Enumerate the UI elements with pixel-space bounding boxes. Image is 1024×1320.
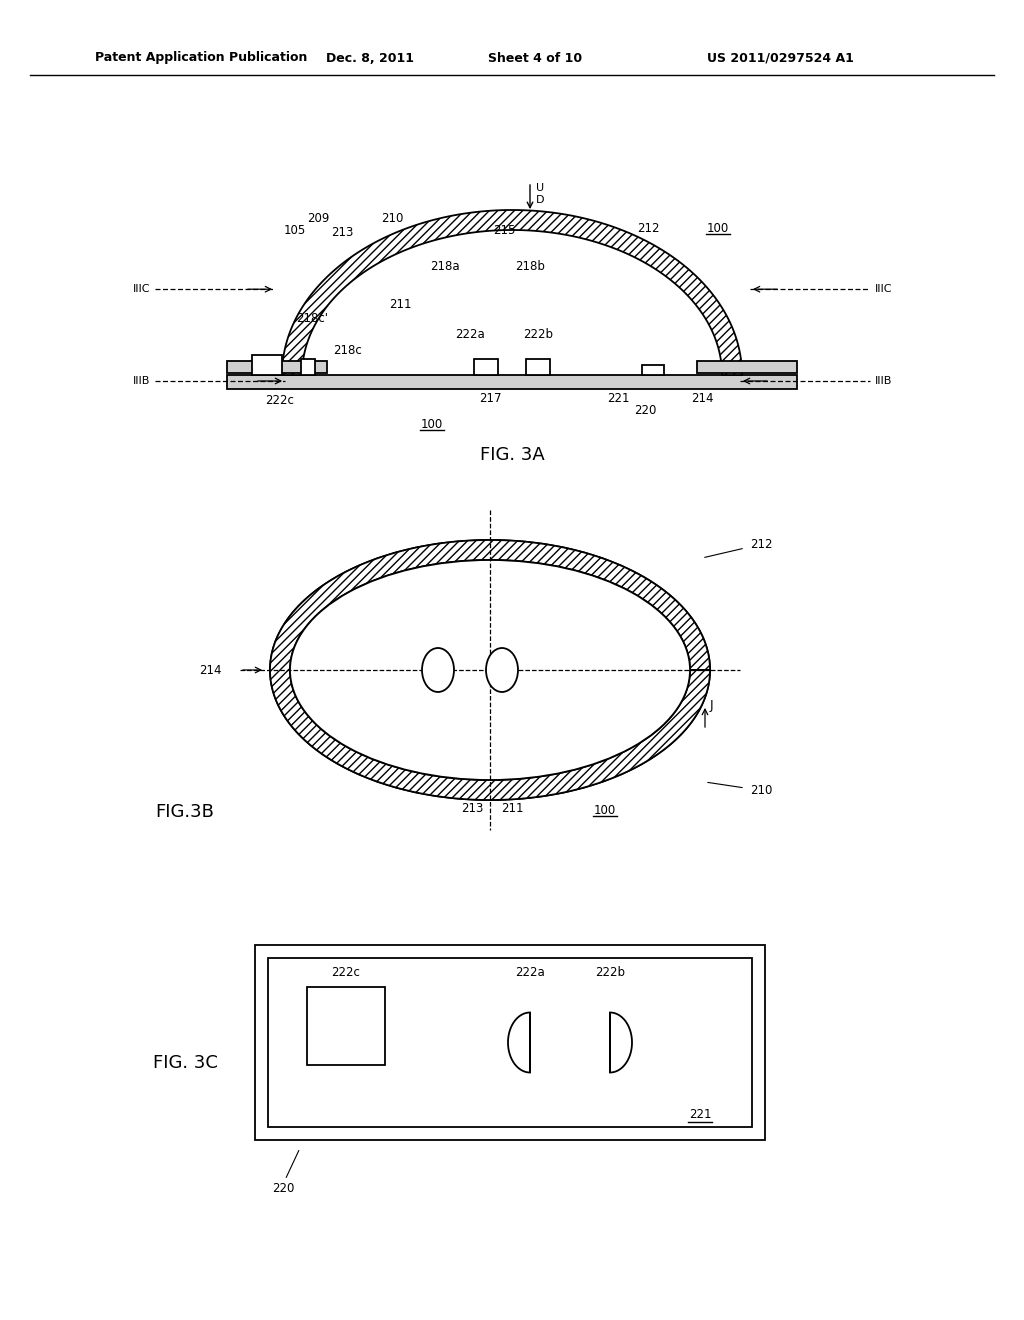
Text: U: U [536,183,544,193]
Text: 218b: 218b [515,260,545,273]
Text: D: D [536,195,545,205]
Bar [642,366,664,375]
Bar [526,359,550,375]
Ellipse shape [486,648,518,692]
Text: 222a: 222a [515,966,545,979]
Bar [268,958,752,1127]
Text: Dec. 8, 2011: Dec. 8, 2011 [326,51,414,65]
Text: 100: 100 [421,418,443,432]
Text: 218c': 218c' [296,312,328,325]
Text: 214: 214 [691,392,714,404]
Text: 221: 221 [607,392,630,404]
Text: 210: 210 [750,784,772,796]
Text: 222a: 222a [455,329,485,342]
Text: 215: 215 [493,223,515,236]
Text: 213: 213 [461,801,483,814]
Text: 215: 215 [505,652,527,664]
Text: N: N [498,718,507,731]
Text: FIG. 3A: FIG. 3A [479,446,545,465]
Text: 105: 105 [284,223,306,236]
Text: 217: 217 [479,392,502,404]
Polygon shape [282,210,742,375]
Text: 210: 210 [381,211,403,224]
Bar [227,375,797,389]
Bar [252,355,282,375]
Polygon shape [508,1012,530,1072]
Bar [474,359,498,375]
Text: 221: 221 [689,1109,712,1122]
Text: IIIB: IIIB [133,376,150,385]
Bar [697,360,797,374]
Polygon shape [270,540,710,800]
Text: 209: 209 [307,211,329,224]
Ellipse shape [270,540,710,800]
Text: Sheet 4 of 10: Sheet 4 of 10 [488,51,582,65]
Text: 212: 212 [750,539,772,552]
Bar [301,359,315,375]
Text: 220: 220 [271,1181,294,1195]
Text: FIG.3B: FIG.3B [156,803,214,821]
Text: 218c: 218c [334,343,362,356]
Text: IIIC: IIIC [132,284,150,294]
Text: IIIB: IIIB [874,376,892,385]
Text: 100: 100 [594,804,616,817]
Text: 100: 100 [707,222,729,235]
Text: 222c: 222c [332,966,360,979]
Bar [227,360,327,374]
Text: 212: 212 [637,222,659,235]
Text: 218a: 218a [387,635,417,648]
Text: 211: 211 [501,801,523,814]
Text: 218b: 218b [537,635,567,648]
Text: 211: 211 [389,298,412,312]
Text: US 2011/0297524 A1: US 2011/0297524 A1 [707,51,853,65]
Text: IIIC: IIIC [874,284,893,294]
Text: 222b: 222b [595,966,625,979]
Text: 213: 213 [331,227,353,239]
Ellipse shape [422,648,454,692]
Ellipse shape [290,560,690,780]
Text: 222c: 222c [265,393,295,407]
Text: FIG. 3C: FIG. 3C [153,1053,217,1072]
Text: Patent Application Publication: Patent Application Publication [95,51,307,65]
Bar [307,987,385,1065]
Polygon shape [610,1012,632,1072]
Text: 222b: 222b [523,329,553,342]
Text: 220: 220 [634,404,656,417]
Text: J: J [710,698,714,711]
Bar [255,945,765,1140]
Text: 218a: 218a [430,260,460,273]
Text: 214: 214 [200,664,222,676]
